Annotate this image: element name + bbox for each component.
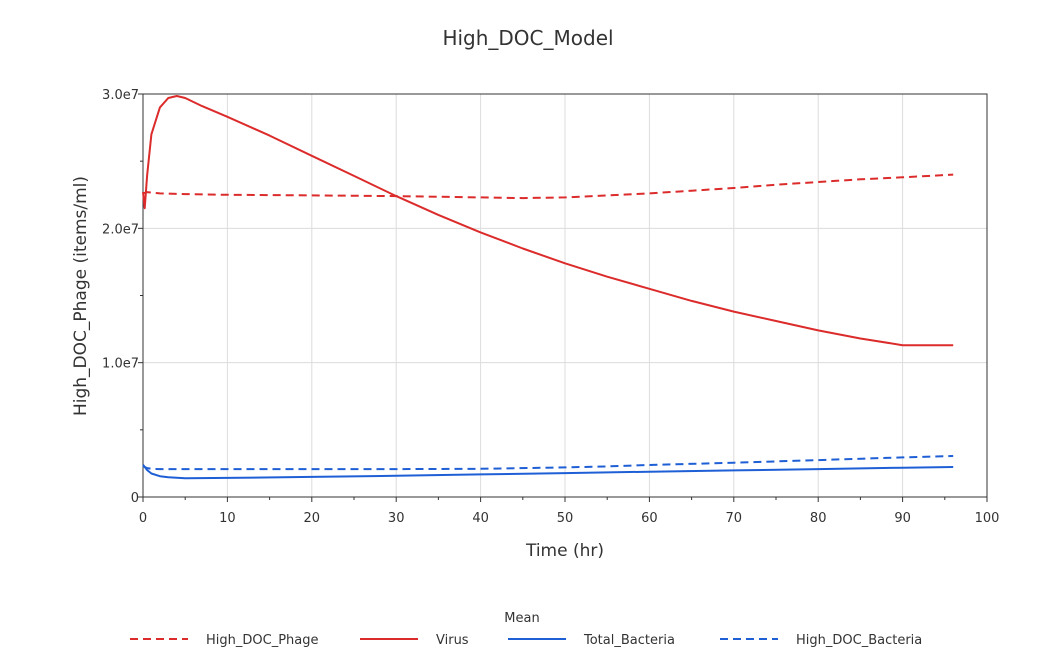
legend-item-total-bacteria: Total_Bacteria	[508, 633, 675, 648]
x-tick-label: 90	[894, 511, 911, 526]
x-tick-label: 50	[557, 511, 574, 526]
x-tick-label: 100	[975, 511, 1000, 526]
legend-title: Mean	[504, 611, 539, 626]
series-line-high-doc-bacteria	[142, 455, 954, 471]
x-tick-label: 80	[810, 511, 827, 526]
series-line-total-bacteria	[142, 464, 954, 480]
legend: High_DOC_Phage Virus Total_Bacteria High_DO…	[130, 633, 922, 648]
series-layer	[142, 95, 954, 480]
series-line-high-doc-phage	[142, 173, 954, 200]
legend-label: Virus	[436, 633, 469, 648]
y-tick-label: 2.0e7	[102, 222, 139, 237]
grid	[143, 94, 987, 497]
x-tick-label: 30	[388, 511, 405, 526]
x-axis-title: Time (hr)	[525, 541, 604, 561]
x-tick-label: 0	[139, 511, 147, 526]
legend-item-high-doc-phage: High_DOC_Phage	[130, 633, 319, 648]
legend-item-virus: Virus	[360, 633, 469, 648]
x-tick-label: 70	[726, 511, 743, 526]
x-tick-label: 10	[219, 511, 236, 526]
legend-label: Total_Bacteria	[583, 633, 675, 648]
legend-item-high-doc-bacteria: High_DOC_Bacteria	[720, 633, 922, 648]
y-tick-label: 0	[131, 491, 139, 506]
x-tick-label: 40	[472, 511, 489, 526]
x-axis-ticks: 0 10 20 30 40 50 60 70 80 90 100	[139, 497, 1000, 526]
x-tick-label: 60	[641, 511, 658, 526]
y-axis-title: High_DOC_Phage (items/ml)	[71, 176, 91, 416]
chart-title: High_DOC_Model	[442, 26, 613, 50]
legend-label: High_DOC_Phage	[206, 633, 319, 648]
y-tick-label: 1.0e7	[102, 357, 139, 372]
x-tick-label: 20	[304, 511, 321, 526]
y-axis-ticks: 0 1.0e7 2.0e7 3.0e7	[102, 88, 143, 506]
minor-ticks	[140, 160, 946, 500]
legend-label: High_DOC_Bacteria	[796, 633, 922, 648]
series-line-virus	[142, 95, 954, 347]
y-tick-label: 3.0e7	[102, 88, 139, 103]
